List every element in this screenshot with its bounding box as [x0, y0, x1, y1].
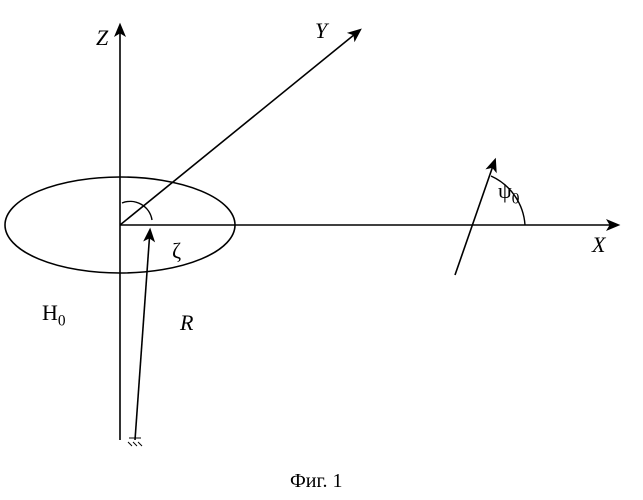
label-h0-base: H [42, 300, 58, 325]
label-x: X [592, 232, 605, 258]
figure-canvas: X Y Z R ζ H0 ψ0 Фиг. 1 [0, 0, 643, 500]
vector-psi [455, 160, 495, 275]
label-z: Z [96, 25, 108, 51]
label-psi0-base: ψ [498, 178, 512, 203]
label-h0: H0 [42, 300, 66, 330]
axis-y [120, 30, 360, 225]
label-h0-sub: 0 [58, 312, 66, 329]
label-r: R [180, 310, 193, 336]
label-zeta: ζ [172, 238, 181, 264]
figure-caption: Фиг. 1 [290, 470, 342, 493]
vector-r [135, 230, 150, 440]
diagram-svg [0, 0, 643, 500]
label-y: Y [315, 18, 327, 44]
label-psi0: ψ0 [498, 178, 519, 208]
label-psi0-sub: 0 [512, 190, 520, 207]
